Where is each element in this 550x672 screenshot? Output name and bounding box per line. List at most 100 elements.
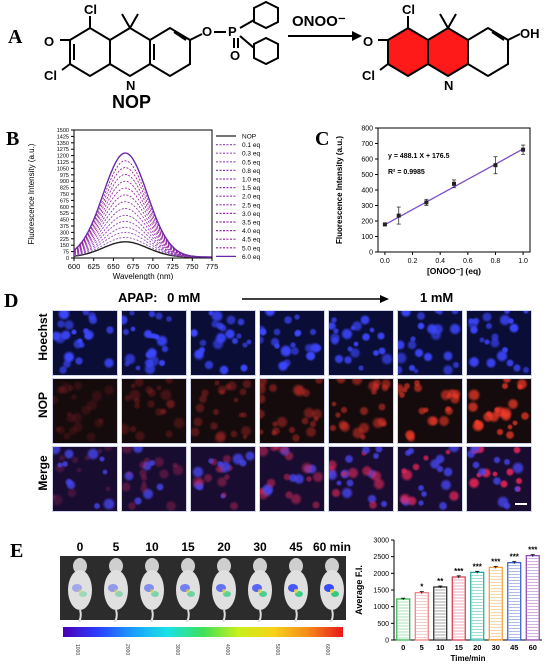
mouse-tail: [294, 609, 298, 622]
confocal-tile: [190, 446, 256, 512]
x-tick-label: 5: [420, 643, 424, 652]
x-tick-label: 725: [166, 262, 179, 271]
signal-blob: [186, 589, 190, 593]
y-tick-label: 1050: [57, 166, 69, 172]
x-tick-label: 650: [107, 262, 120, 271]
x-tick-label: 675: [127, 262, 140, 271]
panel-label-e: E: [10, 540, 24, 562]
significance-marker: ***: [491, 557, 501, 566]
spectrum-line: [73, 201, 212, 258]
data-point: [396, 213, 401, 218]
y-tick-label: 675: [60, 198, 69, 204]
x-tick-label: 15: [455, 643, 463, 652]
mouse-body: [104, 570, 128, 610]
y-tick-label: 300: [361, 203, 373, 210]
spectrum-line: [73, 152, 212, 258]
timepoint-label: 15: [181, 540, 195, 554]
y-tick-label: 0: [66, 256, 69, 262]
data-point: [521, 147, 526, 152]
data-point: [452, 181, 456, 186]
confocal-tile: [466, 310, 532, 376]
significance-marker: *: [420, 583, 424, 592]
nop-o-double: O: [230, 48, 240, 63]
y-axis-label: Average F.I.: [354, 565, 364, 615]
mouse-head: [289, 558, 303, 574]
spectrum-line: [73, 231, 212, 258]
colorbar-tick-label: 1000: [74, 644, 80, 656]
reaction-arrowhead: [352, 31, 362, 41]
mouse-tail: [114, 609, 118, 622]
intensity-colorbar: [63, 627, 343, 637]
mouse-tail: [330, 609, 334, 622]
legend-entry: 0.8 eq: [242, 168, 260, 175]
x-tick-label: 0.4: [435, 258, 445, 265]
data-point: [382, 222, 387, 227]
timepoint-label: 5: [112, 540, 120, 554]
average-fi-bar-chart: 0 500 1000 1500 2000 2500 3000 0 * 5 ** 10 *** 15 *** 2…: [354, 538, 542, 663]
signal-blob: [294, 589, 298, 593]
confocal-tile: [397, 310, 463, 376]
x-tick-label: 600: [68, 262, 81, 271]
confocal-tile: [52, 378, 118, 444]
confocal-tile: [121, 310, 187, 376]
bar: [488, 566, 503, 641]
confocal-tile: [259, 446, 325, 512]
timepoint-label: 60 min: [312, 540, 351, 554]
product-structure: Cl O Cl N OH: [362, 2, 540, 93]
x-tick-label: 1.0: [518, 258, 528, 265]
y-tick-label: 75: [63, 250, 69, 256]
confocal-tile: [190, 310, 256, 376]
legend-entry: 4.5 eq: [242, 237, 260, 244]
data-point: [493, 163, 498, 168]
apap-start-conc: 0 mM: [167, 290, 201, 305]
colorbar-tick-label: 6000: [324, 644, 330, 656]
confocal-tile: [397, 378, 463, 444]
confocal-tile: [328, 310, 394, 376]
bar: [414, 592, 429, 641]
row-label-nop: NOP: [36, 392, 50, 419]
confocal-tile: [259, 378, 325, 444]
nop-cl-top: Cl: [84, 2, 97, 17]
legend-entry: 5.0 eq: [242, 245, 260, 252]
y-tick-label: 750: [60, 192, 69, 198]
nop-cl-bottom: Cl: [44, 68, 57, 83]
signal-blob: [72, 584, 82, 592]
confocal-tile: [328, 446, 394, 512]
spectrum-line: [73, 180, 212, 258]
signal-blob: [108, 584, 118, 592]
significance-marker: ***: [454, 567, 464, 576]
confocal-tile: [190, 378, 256, 444]
y-tick-label: 1000: [373, 604, 389, 611]
y-tick-label: 825: [60, 186, 69, 192]
x-axis-label: Wavelength (nm): [113, 272, 174, 280]
y-tick-label: 0: [369, 250, 373, 257]
signal-blob: [115, 591, 123, 597]
x-tick-label: 30: [492, 643, 500, 652]
y-axis-label: Fluorescence Intensity (a.u.): [335, 136, 344, 244]
y-tick-label: 600: [60, 205, 69, 211]
y-tick-label: 225: [60, 237, 69, 243]
nop-n: N: [126, 78, 135, 93]
mouse-image: [212, 558, 236, 622]
confocal-tile: [259, 310, 325, 376]
mouse-tail: [150, 609, 154, 622]
product-o: O: [363, 34, 373, 49]
reagent-label: ONOO⁻: [292, 13, 346, 30]
y-tick-label: 200: [361, 219, 373, 226]
y-tick-label: 0: [385, 638, 389, 645]
x-tick-label: 0: [401, 643, 405, 652]
spectrum-line: [73, 167, 212, 258]
y-tick-label: 2500: [373, 554, 389, 561]
y-tick-label: 800: [361, 126, 373, 133]
mouse-image: [284, 558, 308, 622]
x-tick-label: 775: [206, 262, 219, 271]
x-axis-label: [ONOO⁻] (eq): [427, 266, 481, 276]
bar: [451, 576, 466, 641]
x-tick-label: 45: [510, 643, 518, 652]
panel-label-d: D: [4, 290, 19, 312]
y-tick-label: 1125: [57, 160, 69, 166]
linear-fit-chart: 0 100 200 300 400 500 600 700 800 0.0 0.2 0.4 0.6 0.8…: [335, 126, 531, 276]
mouse-head: [253, 558, 267, 574]
confocal-tile: [466, 378, 532, 444]
legend-entry: 6.0 eq: [242, 254, 260, 261]
